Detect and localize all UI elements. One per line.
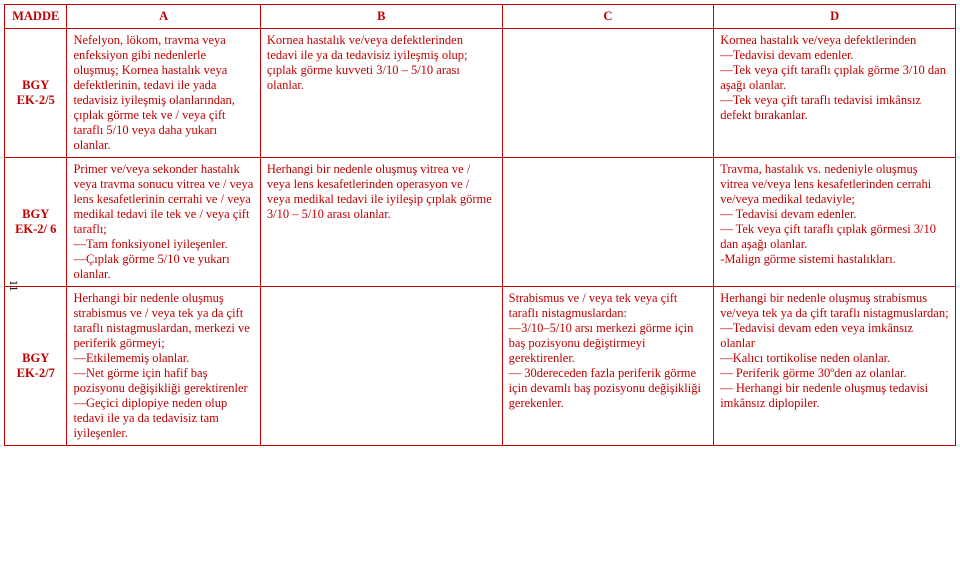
row-label: BGYEK-2/ 6: [5, 158, 67, 287]
header-b: B: [260, 5, 502, 29]
table-row: BGYEK-2/7 Herhangi bir nedenle oluşmuş s…: [5, 287, 956, 446]
row-label: BGYEK-2/5: [5, 29, 67, 158]
regulation-table: MADDE A B C D BGYEK-2/5 Nefelyon, lökom,…: [4, 4, 956, 446]
table-row: BGYEK-2/5 Nefelyon, lökom, travma veya e…: [5, 29, 956, 158]
cell-a: Primer ve/veya sekonder hastalık veya tr…: [67, 158, 260, 287]
cell-c: Strabismus ve / veya tek veya çift taraf…: [502, 287, 714, 446]
cell-c: [502, 158, 714, 287]
page-number: 11: [6, 280, 21, 292]
cell-d: Herhangi bir nedenle oluşmuş strabismus …: [714, 287, 956, 446]
header-c: C: [502, 5, 714, 29]
cell-c: [502, 29, 714, 158]
row-label: BGYEK-2/7: [5, 287, 67, 446]
cell-b: Kornea hastalık ve/veya defektlerinden t…: [260, 29, 502, 158]
cell-a: Nefelyon, lökom, travma veya enfeksiyon …: [67, 29, 260, 158]
header-madde: MADDE: [5, 5, 67, 29]
header-a: A: [67, 5, 260, 29]
cell-a: Herhangi bir nedenle oluşmuş strabismus …: [67, 287, 260, 446]
table-row: BGYEK-2/ 6 Primer ve/veya sekonder hasta…: [5, 158, 956, 287]
cell-b: Herhangi bir nedenle oluşmuş vitrea ve /…: [260, 158, 502, 287]
cell-d: Travma, hastalık vs. nedeniyle oluşmuş v…: [714, 158, 956, 287]
cell-d: Kornea hastalık ve/veya defektlerinden—T…: [714, 29, 956, 158]
cell-b: [260, 287, 502, 446]
table-header-row: MADDE A B C D: [5, 5, 956, 29]
header-d: D: [714, 5, 956, 29]
